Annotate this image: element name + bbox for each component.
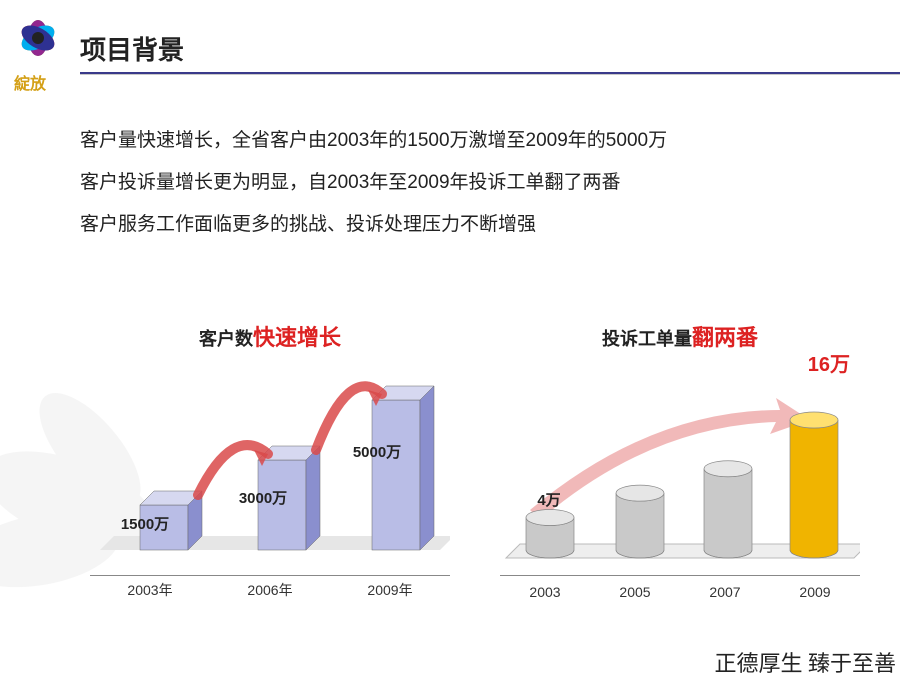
paragraph-2: 客户投诉量增长更为明显，自2003年至2009年投诉工单翻了两番	[80, 162, 840, 204]
body-paragraphs: 客户量快速增长，全省客户由2003年的1500万激增至2009年的5000万 客…	[80, 120, 840, 245]
chart1-xaxis: 2003年 2006年 2009年	[90, 580, 450, 600]
chart2-cat-0: 2003	[529, 584, 560, 600]
chart2-cat-2: 2007	[709, 584, 740, 600]
paragraph-3: 客户服务工作面临更多的挑战、投诉处理压力不断增强	[80, 204, 840, 246]
chart-customer-growth: 客户数快速增长 2003年 2006年 2009年 1500万 3000万 50…	[80, 320, 460, 620]
logo-brand-text: 綻放	[14, 70, 46, 94]
chart2-cat-1: 2005	[619, 584, 650, 600]
chart2-title-prefix: 投诉工单量	[602, 329, 692, 349]
chart1-axis-line	[90, 575, 450, 576]
chart1-cat-2: 2009年	[367, 580, 412, 600]
paragraph-1: 客户量快速增长，全省客户由2003年的1500万激增至2009年的5000万	[80, 120, 840, 162]
page-title: 项目背景	[80, 30, 184, 67]
chart2-cat-3: 2009	[799, 584, 830, 600]
chart2-xaxis: 2003 2005 2007 2009	[500, 584, 860, 600]
chart1-title-highlight: 快速增长	[253, 325, 341, 350]
chart1-cat-1: 2006年	[247, 580, 292, 600]
chart1-label-1: 3000万	[228, 487, 298, 508]
chart2-label-0: 4万	[514, 489, 584, 510]
logo-flower	[8, 8, 68, 68]
chart2-title-highlight: 翻两番	[692, 325, 758, 350]
chart1-label-0: 1500万	[110, 513, 180, 534]
chart2-axis-line	[500, 575, 860, 576]
chart-complaint-growth: 投诉工单量翻两番 16万 2003 2005 2007 2009 4万	[490, 320, 870, 620]
chart1-cat-0: 2003年	[127, 580, 172, 600]
footer-slogan: 正德厚生 臻于至善	[714, 646, 896, 678]
title-divider	[80, 72, 900, 75]
chart1-title: 客户数快速增长	[80, 320, 460, 352]
chart2-stage	[500, 350, 860, 570]
chart1-label-2: 5000万	[342, 441, 412, 462]
chart1-title-prefix: 客户数	[199, 329, 253, 349]
